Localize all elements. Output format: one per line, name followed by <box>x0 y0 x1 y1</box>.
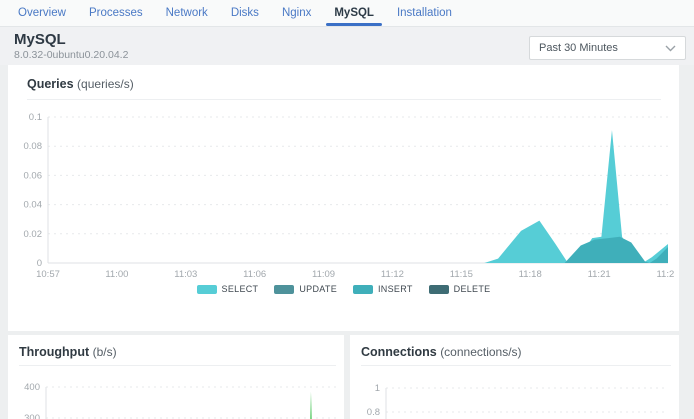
legend-item-select: SELECT <box>196 284 259 294</box>
legend-swatch-delete <box>428 284 449 294</box>
svg-text:11:00: 11:00 <box>105 269 128 280</box>
queries-chart: 0.1 0.08 0.06 0.04 0.02 0 10:57 11:00 11:03 11:06… <box>20 112 680 288</box>
legend-label-delete: DELETE <box>453 284 491 294</box>
tab-mysql[interactable]: MySQL <box>326 0 382 26</box>
legend-item-update: UPDATE <box>274 284 337 294</box>
tab-installation[interactable]: Installation <box>396 7 452 19</box>
legend-label-select: SELECT <box>221 284 259 294</box>
svg-text:0.1: 0.1 <box>29 113 42 123</box>
page-header: MySQL 8.0.32-0ubuntu0.20.04.2 Past 30 Mi… <box>0 27 694 65</box>
time-range-select[interactable]: Past 30 Minutes <box>529 36 686 60</box>
throughput-card: Throughput (b/s) 400 300 <box>8 335 344 419</box>
connections-chart-unit: (connections/s) <box>440 345 522 359</box>
tab-disks[interactable]: Disks <box>230 7 259 19</box>
svg-text:1: 1 <box>375 384 380 394</box>
tab-bar: Overview Processes Network Disks Nginx M… <box>0 0 694 27</box>
svg-text:11:03: 11:03 <box>174 269 197 280</box>
tab-processes[interactable]: Processes <box>88 7 143 19</box>
queries-chart-unit: (queries/s) <box>77 77 134 91</box>
legend-item-delete: DELETE <box>428 284 491 294</box>
divider <box>361 365 671 366</box>
svg-text:11:09: 11:09 <box>312 269 335 280</box>
divider <box>27 99 661 100</box>
legend-swatch-insert <box>353 284 373 294</box>
legend-swatch-update <box>274 284 295 294</box>
throughput-chart: 400 300 <box>18 382 344 419</box>
svg-text:400: 400 <box>24 383 40 393</box>
svg-text:11:18: 11:18 <box>519 269 542 280</box>
svg-text:10:57: 10:57 <box>36 269 60 280</box>
mysql-version: 8.0.32-0ubuntu0.20.04.2 <box>14 49 129 61</box>
svg-text:300: 300 <box>24 413 40 419</box>
svg-text:11:24: 11:24 <box>656 269 674 280</box>
connections-chart-title: Connections (connections/s) <box>361 345 522 359</box>
svg-text:11:06: 11:06 <box>243 269 266 280</box>
svg-text:0.02: 0.02 <box>24 229 43 240</box>
time-range-value: Past 30 Minutes <box>539 42 618 54</box>
tab-network[interactable]: Network <box>165 7 208 19</box>
tab-nginx[interactable]: Nginx <box>281 7 312 19</box>
queries-card: Queries (queries/s) 0.1 0.08 0.06 0.04 0.02 0… <box>8 65 680 331</box>
throughput-chart-title: Throughput (b/s) <box>19 345 117 359</box>
svg-text:0.08: 0.08 <box>24 141 43 152</box>
legend-swatch-select <box>196 284 217 294</box>
legend-label-update: UPDATE <box>299 284 337 294</box>
queries-chart-title: Queries (queries/s) <box>27 77 134 91</box>
svg-text:11:15: 11:15 <box>450 269 473 280</box>
svg-text:0.04: 0.04 <box>24 200 43 211</box>
svg-text:0.06: 0.06 <box>24 170 43 181</box>
throughput-chart-unit: (b/s) <box>92 345 117 359</box>
legend-label-insert: INSERT <box>378 284 413 294</box>
svg-text:0: 0 <box>37 258 42 269</box>
svg-text:11:12: 11:12 <box>381 269 404 280</box>
page-title: MySQL <box>14 31 66 48</box>
chevron-down-icon <box>665 39 676 57</box>
divider <box>19 365 336 366</box>
svg-text:0.8: 0.8 <box>367 407 380 418</box>
legend-item-insert: INSERT <box>353 284 413 294</box>
connections-card: Connections (connections/s) 1 0.8 <box>350 335 679 419</box>
svg-text:11:21: 11:21 <box>588 269 611 280</box>
connections-chart: 1 0.8 <box>358 383 670 419</box>
chart-legend: SELECT UPDATE INSERT DELETE <box>8 284 679 294</box>
tab-overview[interactable]: Overview <box>18 7 66 19</box>
